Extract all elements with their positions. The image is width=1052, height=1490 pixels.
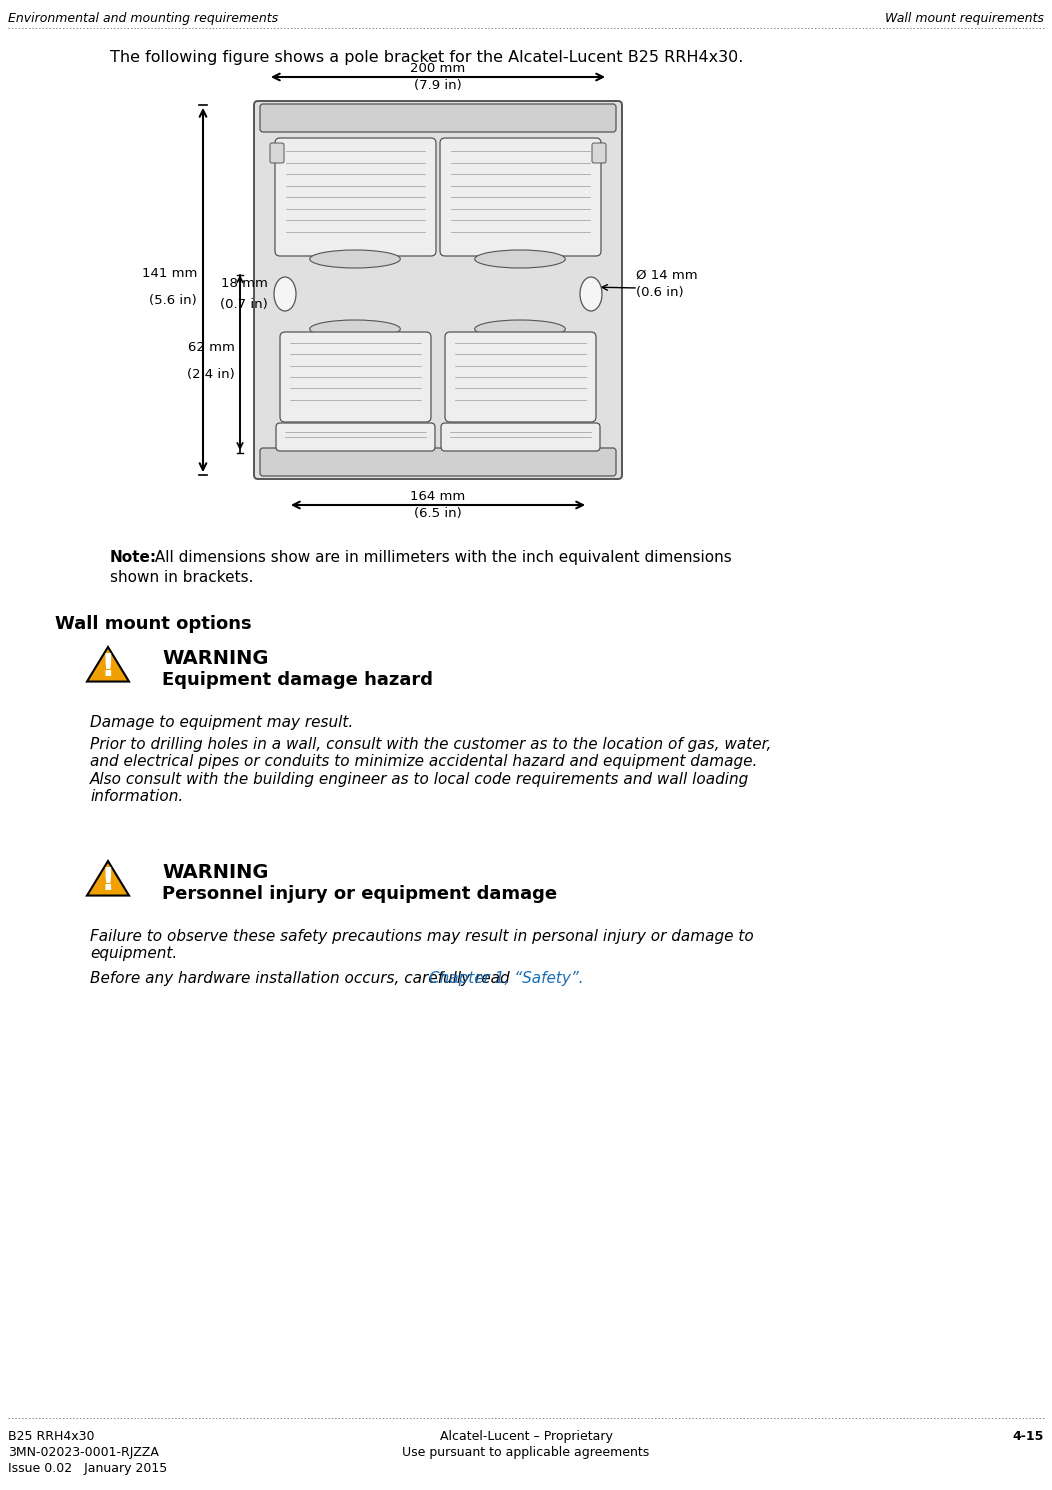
Text: WARNING: WARNING <box>162 863 268 882</box>
Text: (7.9 in): (7.9 in) <box>414 79 462 92</box>
Text: 4-15: 4-15 <box>1013 1430 1044 1442</box>
Text: 18 mm: 18 mm <box>221 277 268 291</box>
Text: (0.6 in): (0.6 in) <box>636 286 684 299</box>
Text: !: ! <box>101 653 116 682</box>
FancyBboxPatch shape <box>260 104 616 133</box>
FancyBboxPatch shape <box>254 101 622 478</box>
Ellipse shape <box>474 250 565 268</box>
Text: 164 mm: 164 mm <box>410 490 466 504</box>
Text: Wall mount requirements: Wall mount requirements <box>885 12 1044 25</box>
Text: Before any hardware installation occurs, carefully read: Before any hardware installation occurs,… <box>90 971 514 986</box>
Text: (6.5 in): (6.5 in) <box>414 507 462 520</box>
Text: Alcatel-Lucent – Proprietary: Alcatel-Lucent – Proprietary <box>440 1430 612 1442</box>
Text: Personnel injury or equipment damage: Personnel injury or equipment damage <box>162 885 558 903</box>
Ellipse shape <box>274 277 296 311</box>
Text: Prior to drilling holes in a wall, consult with the customer as to the location : Prior to drilling holes in a wall, consu… <box>90 738 771 805</box>
Ellipse shape <box>309 250 401 268</box>
FancyBboxPatch shape <box>275 139 436 256</box>
Text: !: ! <box>101 866 116 897</box>
Text: 62 mm: 62 mm <box>188 341 235 355</box>
Text: Use pursuant to applicable agreements: Use pursuant to applicable agreements <box>402 1445 650 1459</box>
Text: Issue 0.02   January 2015: Issue 0.02 January 2015 <box>8 1462 167 1475</box>
Text: 200 mm: 200 mm <box>410 63 466 74</box>
Text: Environmental and mounting requirements: Environmental and mounting requirements <box>8 12 278 25</box>
Text: Failure to observe these safety precautions may result in personal injury or dam: Failure to observe these safety precauti… <box>90 928 753 961</box>
FancyBboxPatch shape <box>592 143 606 162</box>
Text: Chapter 1, “Safety”.: Chapter 1, “Safety”. <box>429 971 584 986</box>
Text: Damage to equipment may result.: Damage to equipment may result. <box>90 715 353 730</box>
Ellipse shape <box>309 320 401 338</box>
Text: Equipment damage hazard: Equipment damage hazard <box>162 670 433 688</box>
Text: (2.4 in): (2.4 in) <box>187 368 235 381</box>
Polygon shape <box>87 647 129 681</box>
FancyBboxPatch shape <box>445 332 596 422</box>
Text: Wall mount options: Wall mount options <box>55 615 251 633</box>
Text: 141 mm: 141 mm <box>142 267 197 280</box>
FancyBboxPatch shape <box>270 143 284 162</box>
Ellipse shape <box>580 277 602 311</box>
FancyBboxPatch shape <box>260 448 616 475</box>
FancyBboxPatch shape <box>441 423 600 451</box>
FancyBboxPatch shape <box>276 423 434 451</box>
Text: Note:: Note: <box>110 550 157 565</box>
Text: The following figure shows a pole bracket for the Alcatel-Lucent B25 RRH4x30.: The following figure shows a pole bracke… <box>110 51 744 66</box>
Text: shown in brackets.: shown in brackets. <box>110 571 254 586</box>
FancyBboxPatch shape <box>280 332 431 422</box>
Text: (5.6 in): (5.6 in) <box>149 294 197 307</box>
Text: All dimensions show are in millimeters with the inch equivalent dimensions: All dimensions show are in millimeters w… <box>150 550 732 565</box>
Ellipse shape <box>474 320 565 338</box>
Text: WARNING: WARNING <box>162 650 268 668</box>
FancyBboxPatch shape <box>440 139 601 256</box>
Polygon shape <box>87 861 129 895</box>
Text: 3MN-02023-0001-RJZZA: 3MN-02023-0001-RJZZA <box>8 1445 159 1459</box>
Text: (0.7 in): (0.7 in) <box>220 298 268 311</box>
Text: B25 RRH4x30: B25 RRH4x30 <box>8 1430 95 1442</box>
Text: Ø 14 mm: Ø 14 mm <box>636 270 697 282</box>
